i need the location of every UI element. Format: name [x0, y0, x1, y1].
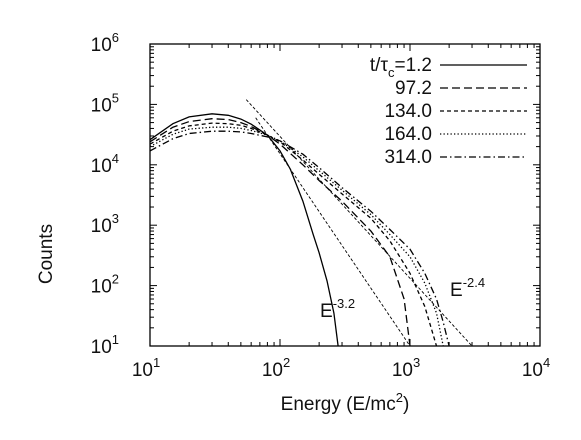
legend-label-4: 164.0	[384, 124, 432, 145]
y-tick-exp: 3	[112, 211, 119, 226]
y-tick-label: 106	[91, 30, 119, 56]
y-tick-label: 102	[91, 272, 119, 298]
y-tick-base: 10	[91, 337, 112, 358]
y-axis-title: Counts	[36, 224, 57, 284]
x-tick-exp: 3	[413, 355, 420, 370]
power-law-label-base: E	[320, 301, 333, 322]
x-tick-label: 104	[522, 355, 550, 381]
x-tick-base: 10	[522, 360, 543, 381]
y-tick-base: 10	[91, 156, 112, 177]
y-tick-label: 103	[91, 211, 119, 237]
legend-title-sub: c	[388, 65, 395, 80]
x-tick-base: 10	[132, 360, 153, 381]
series-line-2	[150, 118, 411, 346]
y-tick-exp: 4	[112, 151, 119, 166]
series-line-4	[150, 126, 444, 346]
x-axis-title: Energy (E/mc2)	[281, 390, 410, 415]
x-tick-label: 101	[132, 355, 160, 381]
y-tick-exp: 6	[112, 30, 119, 45]
series-line-5	[150, 130, 450, 346]
x-tick-base: 10	[262, 360, 283, 381]
y-tick-label: 105	[91, 90, 119, 116]
series-line-3	[150, 122, 438, 346]
x-axis-title-sup: 2	[396, 390, 403, 405]
plot-frame	[149, 43, 541, 347]
annotation-layer: E-2.4E-3.2	[320, 275, 485, 322]
x-tick-exp: 2	[283, 355, 290, 370]
legend-label-5: 314.0	[384, 147, 432, 168]
y-tick-label: 104	[91, 151, 119, 177]
legend-label-2: 97.2	[395, 78, 432, 99]
y-tick-label: 101	[91, 332, 119, 358]
series-layer	[150, 113, 450, 346]
power-law-line-1	[245, 99, 473, 346]
x-tick-exp: 4	[543, 355, 550, 370]
power-law-layer	[245, 99, 473, 346]
legend-title-post: =1.2	[394, 55, 432, 76]
legend-label-3: 134.0	[384, 101, 432, 122]
power-law-label-2: E-3.2	[320, 296, 355, 322]
y-tick-exp: 2	[112, 272, 119, 287]
series-line-1	[150, 113, 339, 346]
power-law-label-base: E	[450, 280, 463, 301]
y-tick-exp: 1	[112, 332, 119, 347]
power-law-label-exp: -2.4	[463, 275, 485, 290]
legend-title-pre: t/τ	[370, 55, 389, 76]
power-law-label-exp: -3.2	[333, 296, 355, 311]
x-axis-title-main: Energy (E/mc	[281, 394, 396, 415]
power-law-line-2	[255, 117, 411, 346]
y-tick-base: 10	[91, 95, 112, 116]
y-tick-base: 10	[91, 216, 112, 237]
power-law-label-1: E-2.4	[450, 275, 485, 301]
y-tick-base: 10	[91, 277, 112, 298]
y-tick-base: 10	[91, 35, 112, 56]
x-tick-base: 10	[392, 360, 413, 381]
x-tick-label: 102	[262, 355, 290, 381]
legend-label-1: t/τc=1.2	[370, 55, 432, 80]
y-tick-exp: 5	[112, 90, 119, 105]
x-axis-title-tail: )	[403, 394, 409, 415]
x-tick-exp: 1	[153, 355, 160, 370]
x-tick-label: 103	[392, 355, 420, 381]
